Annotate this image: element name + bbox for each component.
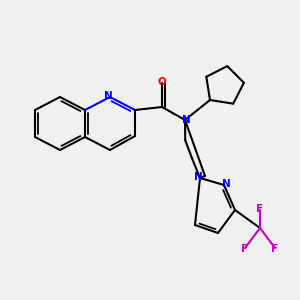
Text: F: F [272, 244, 279, 254]
Text: N: N [194, 172, 202, 182]
Text: F: F [242, 244, 249, 254]
Text: N: N [182, 115, 190, 125]
Text: O: O [158, 77, 166, 87]
Text: F: F [256, 204, 264, 214]
Text: N: N [103, 91, 112, 101]
Text: N: N [222, 179, 230, 189]
